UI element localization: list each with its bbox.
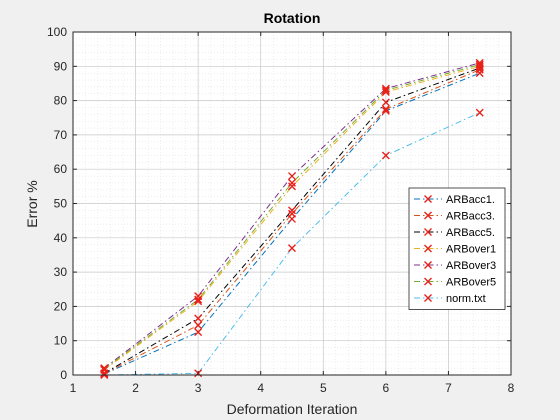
legend-label: ARBover3 — [446, 260, 496, 272]
y-tick-label: 50 — [54, 197, 68, 211]
data-point — [288, 178, 296, 187]
data-point — [475, 62, 484, 71]
legend-label: ARBover5 — [446, 277, 496, 289]
x-tick-label: 6 — [383, 381, 390, 395]
legend-marker — [424, 228, 432, 236]
legend-marker — [424, 294, 432, 302]
x-tick-label: 5 — [320, 381, 327, 395]
legend-marker — [424, 195, 432, 203]
legend-label: ARBover1 — [446, 244, 496, 256]
x-tick-label: 8 — [508, 381, 515, 395]
y-tick-label: 30 — [54, 265, 68, 279]
legend-marker — [424, 277, 432, 286]
y-tick-label: 40 — [54, 231, 68, 245]
legend-marker — [424, 261, 432, 269]
chart-title: Rotation — [264, 10, 321, 26]
data-point — [475, 60, 484, 69]
x-tick-label: 7 — [445, 381, 452, 395]
data-point — [194, 292, 203, 301]
series-line — [104, 72, 480, 375]
y-tick-label: 0 — [60, 368, 67, 382]
legend-marker — [424, 211, 432, 220]
y-tick-label: 100 — [47, 25, 67, 39]
data-point — [100, 364, 109, 373]
legend-label: ARBacc3. — [446, 211, 495, 223]
y-tick-label: 90 — [54, 59, 68, 73]
legend-label: ARBacc1. — [446, 194, 495, 206]
data-point — [381, 98, 390, 107]
series-line — [103, 65, 480, 371]
data-point — [381, 86, 390, 95]
data-point — [288, 206, 296, 215]
y-axis-label: Error % — [24, 180, 40, 227]
x-tick-label: 1 — [70, 381, 77, 395]
series-arbover3 — [100, 58, 484, 373]
series-group — [100, 58, 484, 379]
data-point — [194, 295, 203, 304]
data-point — [381, 151, 390, 160]
data-point — [288, 209, 296, 218]
y-tick-label: 70 — [54, 128, 68, 142]
data-point — [381, 84, 390, 93]
y-tick-label: 60 — [54, 162, 68, 176]
data-point — [475, 108, 484, 117]
series-line — [104, 67, 480, 374]
data-point — [194, 314, 203, 323]
x-tick-label: 4 — [257, 381, 264, 395]
data-point — [194, 328, 203, 337]
series-arbover5 — [100, 60, 484, 373]
data-point — [288, 244, 296, 253]
legend-label: norm.txt — [446, 293, 486, 305]
x-tick-label: 2 — [132, 381, 139, 395]
x-axis-label: Deformation Iteration — [227, 401, 358, 417]
y-tick-label: 10 — [54, 334, 68, 348]
legend-box — [408, 187, 506, 310]
data-point — [288, 172, 296, 181]
legend-label: ARBacc5. — [446, 227, 495, 239]
data-point — [288, 182, 296, 191]
y-tick-label: 80 — [54, 94, 68, 108]
legend: ARBacc1. ARBacc3. ARBacc5. ARBover1 ARBover3… — [408, 187, 506, 310]
data-point — [475, 58, 484, 67]
x-tick-label: 3 — [195, 381, 202, 395]
data-point — [381, 105, 390, 114]
y-tick-label: 20 — [54, 299, 68, 313]
data-point — [194, 321, 203, 330]
legend-marker — [424, 244, 432, 253]
series-line — [104, 69, 480, 375]
